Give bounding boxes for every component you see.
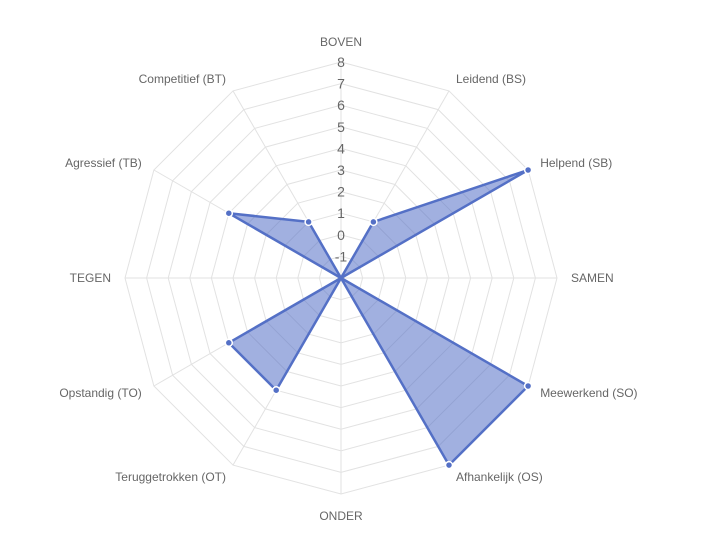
category-label: Teruggetrokken (OT) — [115, 470, 226, 484]
category-label: Afhankelijk (OS) — [456, 470, 543, 484]
tick-label: 5 — [337, 119, 345, 135]
tick-label: 2 — [337, 184, 345, 200]
data-point[interactable] — [224, 208, 234, 218]
tick-label: 7 — [337, 76, 345, 92]
tick-label: 0 — [337, 227, 345, 243]
data-point[interactable] — [523, 381, 533, 391]
category-label: SAMEN — [571, 271, 614, 285]
category-label: Meewerkend (SO) — [540, 386, 637, 400]
data-point[interactable] — [444, 460, 454, 470]
category-label: TEGEN — [70, 271, 111, 285]
tick-label: 8 — [337, 54, 345, 70]
category-label: Agressief (TB) — [65, 156, 142, 170]
category-labels: BOVEN Leidend (BS) Helpend (SB) SAMEN Meewer… — [59, 35, 637, 523]
data-point[interactable] — [304, 217, 313, 227]
category-label: ONDER — [319, 509, 363, 523]
data-point[interactable] — [369, 217, 378, 227]
tick-label: 1 — [337, 205, 345, 221]
tick-label: 6 — [337, 97, 345, 113]
data-point[interactable] — [224, 338, 234, 348]
radial-tick-labels: -1 0 1 2 3 4 5 6 7 8 — [335, 54, 348, 264]
data-point[interactable] — [271, 385, 281, 395]
data-point[interactable] — [523, 165, 533, 175]
radar-series — [224, 165, 533, 470]
category-label: Leidend (BS) — [456, 72, 526, 86]
tick-label: -1 — [335, 248, 348, 264]
category-label: BOVEN — [320, 35, 362, 49]
category-label: Competitief (BT) — [139, 72, 226, 86]
series-area — [227, 168, 530, 467]
tick-label: 3 — [337, 162, 345, 178]
tick-label: 4 — [337, 140, 345, 156]
category-label: Helpend (SB) — [540, 156, 612, 170]
category-label: Opstandig (TO) — [59, 386, 141, 400]
